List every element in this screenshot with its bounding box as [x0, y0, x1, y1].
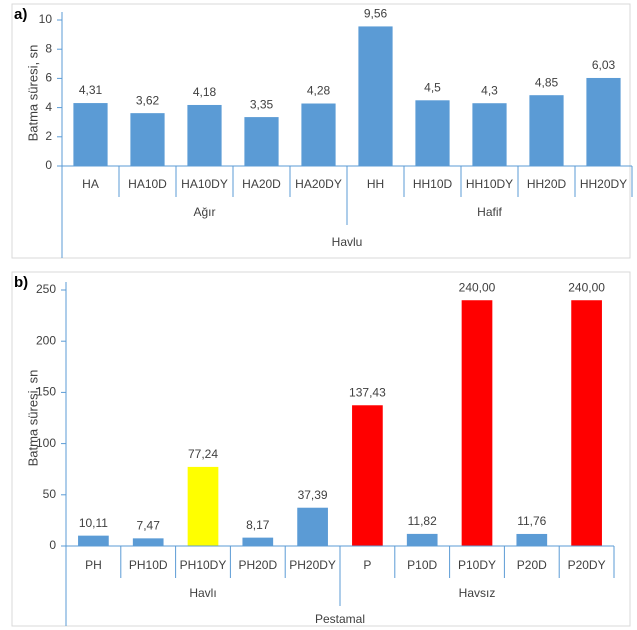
data-label: 7,47 — [137, 519, 161, 533]
y-tick-label: 6 — [45, 71, 52, 85]
bar — [187, 466, 219, 546]
data-label: 4,28 — [307, 84, 331, 98]
panel-label: a) — [14, 6, 27, 23]
data-label: 4,85 — [535, 75, 559, 89]
bar — [187, 104, 222, 166]
panel-border — [11, 3, 631, 259]
x-tick-label: P10DY — [458, 558, 496, 572]
y-axis-title: Batma süresi, sn — [25, 45, 40, 142]
bar — [586, 77, 621, 166]
y-tick-label: 0 — [45, 158, 52, 172]
data-label: 77,24 — [188, 447, 218, 461]
bar — [406, 533, 438, 546]
data-label: 9,56 — [364, 7, 388, 21]
panel-label: b) — [14, 274, 28, 291]
x-tick-label: HA10DY — [181, 177, 228, 191]
y-tick-label: 0 — [49, 538, 56, 552]
y-tick-label: 200 — [36, 333, 56, 347]
y-tick-label: 8 — [45, 41, 52, 55]
bar — [472, 103, 507, 166]
bar — [529, 95, 564, 166]
group-label: Hafif — [477, 205, 502, 219]
data-label: 3,35 — [250, 97, 274, 111]
group-label: Havsız — [459, 586, 496, 600]
bar — [78, 535, 109, 546]
bar — [297, 507, 328, 546]
x-tick-label: P10D — [407, 558, 437, 572]
x-tick-label: HH — [367, 177, 384, 191]
data-label: 10,11 — [79, 516, 108, 530]
y-tick-label: 50 — [43, 487, 57, 501]
x-tick-label: HA — [82, 177, 99, 191]
x-tick-label: P — [363, 558, 371, 572]
y-tick-label: 150 — [36, 385, 56, 399]
x-tick-label: HH10D — [413, 177, 453, 191]
x-tick-label: PH20D — [238, 558, 277, 572]
x-tick-label: HH20D — [527, 177, 567, 191]
outer-group-label: Pestamal — [315, 612, 365, 626]
x-tick-label: P20D — [517, 558, 547, 572]
data-label: 240,00 — [459, 280, 496, 294]
data-label: 137,43 — [349, 385, 386, 399]
bar — [73, 103, 108, 166]
bar — [571, 300, 602, 546]
x-tick-label: PH10DY — [180, 558, 227, 572]
panel-border — [11, 271, 631, 627]
bar — [242, 537, 274, 546]
bar — [244, 117, 279, 166]
data-label: 4,5 — [424, 80, 441, 94]
outer-group-label: Havlu — [332, 235, 363, 249]
data-label: 6,03 — [592, 58, 616, 72]
data-label: 4,18 — [193, 85, 217, 99]
x-tick-label: PH20DY — [289, 558, 336, 572]
x-tick-label: HH20DY — [580, 177, 627, 191]
data-label: 240,00 — [568, 280, 605, 294]
data-label: 4,31 — [79, 83, 103, 97]
bar — [352, 405, 383, 546]
bar — [301, 103, 336, 166]
group-label: Havlı — [189, 586, 216, 600]
bar — [461, 300, 493, 546]
data-label: 37,39 — [298, 488, 328, 502]
data-label: 11,82 — [408, 514, 437, 528]
x-tick-label: P20DY — [568, 558, 606, 572]
y-axis-title: Batma süresi, sn — [25, 370, 40, 467]
data-label: 3,62 — [136, 93, 160, 107]
data-label: 11,76 — [517, 514, 546, 528]
y-tick-label: 250 — [36, 282, 56, 296]
y-tick-label: 100 — [36, 436, 56, 450]
x-tick-label: HA20D — [242, 177, 281, 191]
bar — [516, 533, 548, 546]
y-tick-label: 4 — [45, 100, 52, 114]
data-label: 4,3 — [481, 83, 498, 97]
bar — [358, 26, 393, 167]
x-tick-label: PH10D — [129, 558, 168, 572]
bar — [130, 113, 165, 166]
data-label: 8,17 — [246, 518, 270, 532]
x-tick-label: HH10DY — [466, 177, 513, 191]
y-tick-label: 2 — [45, 129, 52, 143]
bar — [415, 100, 450, 166]
bar — [132, 538, 164, 546]
x-tick-label: PH — [85, 558, 102, 572]
y-tick-label: 10 — [39, 12, 53, 26]
group-label: Ağır — [193, 205, 215, 219]
x-tick-label: HA10D — [128, 177, 167, 191]
x-tick-label: HA20DY — [295, 177, 342, 191]
